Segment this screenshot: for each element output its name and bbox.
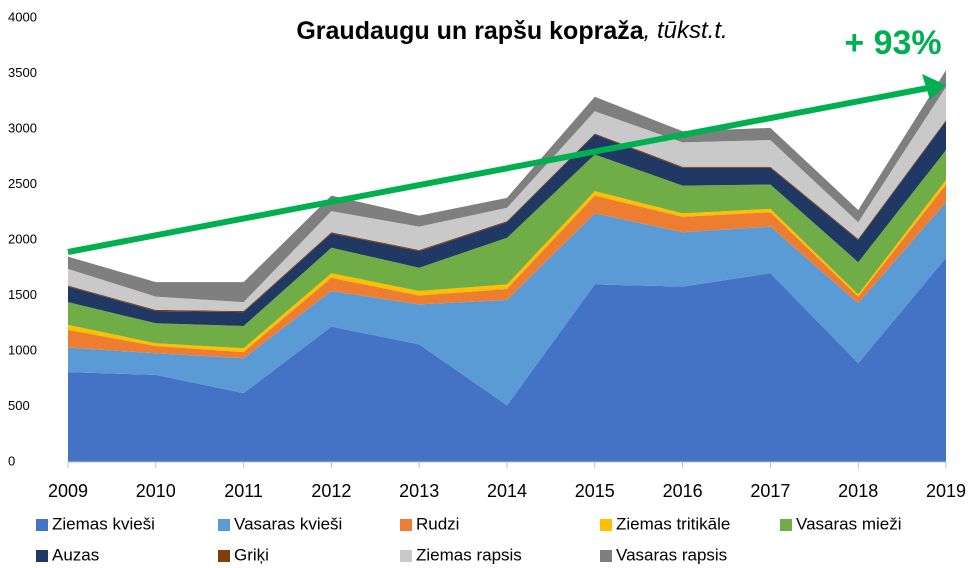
legend-swatch — [36, 519, 48, 531]
plot-area — [68, 70, 946, 462]
y-tick-label: 2000 — [8, 231, 37, 246]
legend-swatch — [780, 519, 792, 531]
area — [68, 150, 946, 349]
x-tick-label: 2011 — [224, 481, 263, 501]
y-tick-label: 1000 — [8, 342, 37, 357]
x-tick-label: 2018 — [838, 481, 878, 501]
legend-label: Vasaras mieži — [796, 514, 902, 533]
area — [68, 184, 946, 359]
legend-label: Ziemas rapsis — [416, 545, 522, 564]
x-tick-label: 2016 — [663, 481, 703, 501]
x-tick-label: 2014 — [487, 481, 527, 501]
title-main: Graudaugu un rapšu kopraža — [296, 17, 644, 45]
area — [68, 70, 946, 303]
legend-label: Ziemas kvieši — [52, 514, 155, 533]
chart-title: Graudaugu un rapšu kopraža, tūkst.t. — [296, 17, 727, 45]
y-tick-label: 4000 — [8, 9, 37, 24]
legend-swatch — [36, 550, 48, 562]
y-tick-label: 2500 — [8, 176, 37, 191]
x-tick-label: 2009 — [48, 481, 88, 501]
legend-label: Rudzi — [416, 514, 459, 533]
trend-arrow — [67, 85, 929, 255]
x-tick-label: 2019 — [926, 481, 966, 501]
x-tick-label: 2013 — [399, 481, 439, 501]
area — [68, 121, 946, 327]
x-tick-label: 2015 — [575, 481, 615, 501]
annotation: + 93% — [844, 24, 941, 62]
legend-swatch — [400, 550, 412, 562]
legend-swatch — [218, 550, 230, 562]
y-tick-label: 1500 — [8, 287, 37, 302]
legend-swatch — [600, 519, 612, 531]
x-tick-label: 2010 — [136, 481, 176, 501]
legend-label: Vasaras rapsis — [616, 545, 727, 564]
legend-swatch — [218, 519, 230, 531]
legend-swatch — [600, 550, 612, 562]
y-tick-label: 500 — [8, 398, 30, 413]
area — [68, 86, 946, 312]
y-tick-label: 3500 — [8, 65, 37, 80]
x-tick-label: 2017 — [750, 481, 790, 501]
legend-label: Auzas — [52, 545, 99, 564]
area — [68, 202, 946, 406]
trend-arrow-head — [922, 74, 946, 100]
y-tick-label: 0 — [8, 453, 15, 468]
legend-label: Ziemas tritikāle — [616, 514, 730, 533]
legend-swatch — [400, 519, 412, 531]
area — [68, 257, 946, 462]
title-unit: , tūkst.t. — [644, 17, 728, 44]
y-tick-label: 3000 — [8, 120, 37, 135]
x-tick-label: 2012 — [311, 481, 351, 501]
legend-label: Griķi — [234, 545, 269, 564]
legend-label: Vasaras kvieši — [234, 514, 342, 533]
